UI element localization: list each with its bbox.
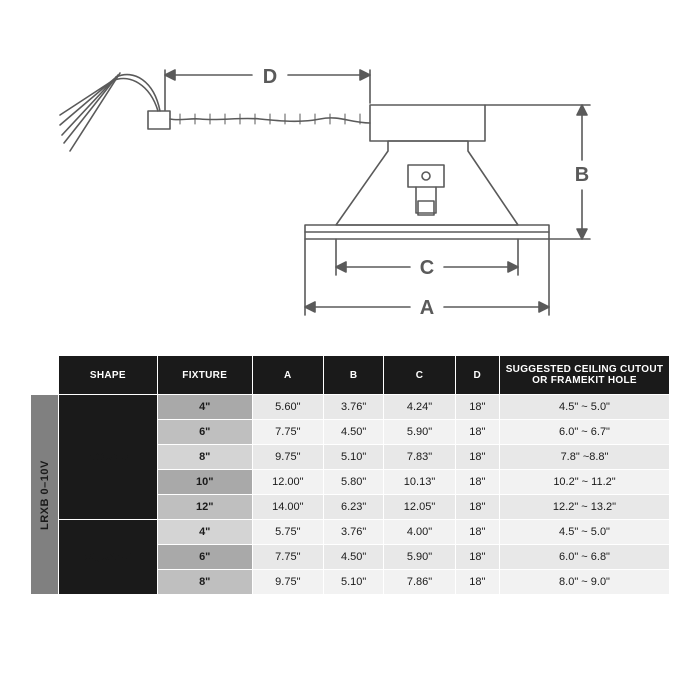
- value-cell: 9.75": [252, 570, 323, 595]
- value-cell: 5.10": [323, 445, 383, 470]
- value-cell: 7.8" ~8.8": [500, 445, 670, 470]
- value-cell: 18": [455, 545, 499, 570]
- value-cell: 7.83": [384, 445, 455, 470]
- value-cell: 3.76": [323, 395, 383, 420]
- fixture-cell: 6": [157, 545, 252, 570]
- value-cell: 5.60": [252, 395, 323, 420]
- value-cell: 5.10": [323, 570, 383, 595]
- col-c: C: [384, 356, 455, 395]
- value-cell: 10.13": [384, 470, 455, 495]
- value-cell: 4.24": [384, 395, 455, 420]
- col-shape: SHAPE: [59, 356, 158, 395]
- value-cell: 4.50": [323, 545, 383, 570]
- fixture-cell: 12": [157, 495, 252, 520]
- fixture-cell: 10": [157, 470, 252, 495]
- spec-table-head: SHAPE FIXTURE A B C D SUGGESTED CEILING …: [31, 356, 670, 395]
- col-d: D: [455, 356, 499, 395]
- value-cell: 7.75": [252, 420, 323, 445]
- shape-cell: ROUND: [59, 395, 158, 520]
- value-cell: 14.00": [252, 495, 323, 520]
- value-cell: 18": [455, 445, 499, 470]
- fixture-cell: 8": [157, 570, 252, 595]
- table-row: LRXB 0–10VROUND4"5.60"3.76"4.24"18"4.5" …: [31, 395, 670, 420]
- shape-cell: SQUARE: [59, 520, 158, 595]
- fixture-cell: 8": [157, 445, 252, 470]
- fixture-cell: 6": [157, 420, 252, 445]
- value-cell: 6.0" ~ 6.7": [500, 420, 670, 445]
- value-cell: 18": [455, 570, 499, 595]
- fixture-cell: 4": [157, 520, 252, 545]
- value-cell: 7.86": [384, 570, 455, 595]
- value-cell: 4.00": [384, 520, 455, 545]
- value-cell: 4.5" ~ 5.0": [500, 520, 670, 545]
- value-cell: 7.75": [252, 545, 323, 570]
- side-label: LRXB 0–10V: [31, 395, 59, 595]
- value-cell: 8.0" ~ 9.0": [500, 570, 670, 595]
- col-cutout: SUGGESTED CEILING CUTOUT OR FRAMEKIT HOL…: [500, 356, 670, 395]
- value-cell: 5.80": [323, 470, 383, 495]
- value-cell: 6.23": [323, 495, 383, 520]
- value-cell: 4.50": [323, 420, 383, 445]
- value-cell: 5.90": [384, 420, 455, 445]
- fixture-cell: 4": [157, 395, 252, 420]
- value-cell: 5.75": [252, 520, 323, 545]
- value-cell: 5.90": [384, 545, 455, 570]
- value-cell: 18": [455, 420, 499, 445]
- value-cell: 9.75": [252, 445, 323, 470]
- fixture-svg: D B C A: [30, 15, 670, 345]
- dim-label-c: C: [420, 257, 434, 279]
- value-cell: 12.05": [384, 495, 455, 520]
- value-cell: 18": [455, 520, 499, 545]
- value-cell: 18": [455, 495, 499, 520]
- spec-table: SHAPE FIXTURE A B C D SUGGESTED CEILING …: [30, 355, 670, 595]
- col-b: B: [323, 356, 383, 395]
- value-cell: 10.2" ~ 11.2": [500, 470, 670, 495]
- col-a: A: [252, 356, 323, 395]
- table-row: SQUARE4"5.75"3.76"4.00"18"4.5" ~ 5.0": [31, 520, 670, 545]
- dim-label-a: A: [420, 297, 434, 319]
- value-cell: 3.76": [323, 520, 383, 545]
- col-fixture: FIXTURE: [157, 356, 252, 395]
- value-cell: 4.5" ~ 5.0": [500, 395, 670, 420]
- value-cell: 6.0" ~ 6.8": [500, 545, 670, 570]
- dim-label-b: B: [575, 164, 589, 186]
- spec-table-body: LRXB 0–10VROUND4"5.60"3.76"4.24"18"4.5" …: [31, 395, 670, 595]
- value-cell: 18": [455, 395, 499, 420]
- dim-label-d: D: [263, 66, 277, 88]
- value-cell: 18": [455, 470, 499, 495]
- dimension-diagram: D B C A: [30, 15, 670, 345]
- value-cell: 12.2" ~ 13.2": [500, 495, 670, 520]
- value-cell: 12.00": [252, 470, 323, 495]
